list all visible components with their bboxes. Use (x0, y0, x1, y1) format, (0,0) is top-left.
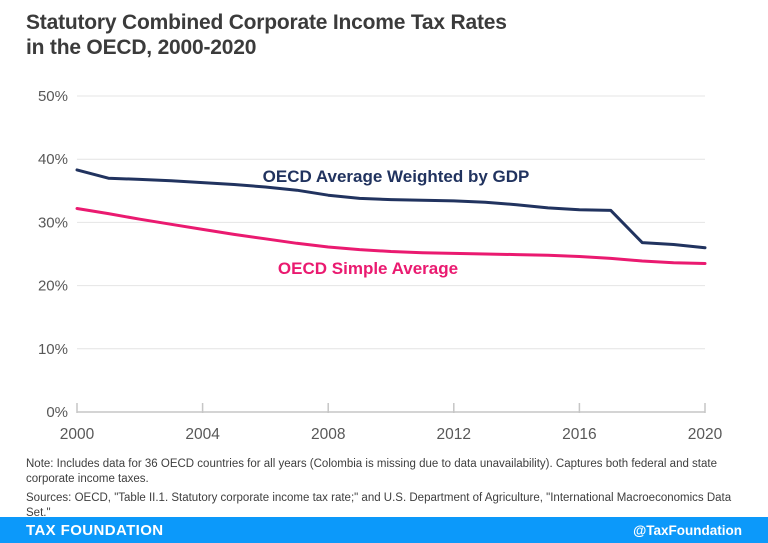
x-axis-tick-label: 2004 (185, 426, 220, 443)
brand-name: TAX FOUNDATION (26, 521, 164, 539)
x-axis-tick-label: 2000 (60, 426, 95, 443)
page-title: Statutory Combined Corporate Income Tax … (26, 11, 507, 61)
series-line-simple (75, 207, 707, 265)
tax-rates-line-chart: 0% 10% 20% 30% 40% 50% 2000 2004 2008 2012 2016 202… (38, 88, 723, 443)
x-axis-tick-label: 2012 (437, 426, 471, 443)
y-axis-tick-label: 10% (38, 341, 68, 358)
y-axis-tick-label: 0% (46, 404, 68, 421)
footer-bar: TAX FOUNDATION @TaxFoundation (0, 517, 768, 543)
x-axis-tick-label: 2008 (311, 426, 345, 443)
sources-text: Sources: OECD, "Table II.1. Statutory co… (26, 491, 732, 520)
chart-notes: Note: Includes data for 36 OECD countrie… (26, 457, 744, 522)
series-label-simple: OECD Simple Average (278, 259, 458, 278)
twitter-handle[interactable]: @TaxFoundation (633, 522, 742, 538)
series-label-weighted: OECD Average Weighted by GDP (263, 167, 530, 186)
y-axis-tick-label: 30% (38, 214, 68, 231)
y-axis-tick-label: 50% (38, 88, 68, 105)
x-axis-tick-label: 2016 (562, 426, 596, 443)
y-axis-tick-label: 40% (38, 151, 68, 168)
page-title-line-2: in the OECD, 2000-2020 (26, 35, 257, 59)
note-text: Note: Includes data for 36 OECD countrie… (26, 458, 717, 486)
x-axis-tick-label: 2020 (688, 426, 723, 443)
y-axis-tick-label: 20% (38, 278, 68, 295)
series-line-weighted (75, 168, 707, 250)
page-title-line-1: Statutory Combined Corporate Income Tax … (26, 11, 507, 34)
